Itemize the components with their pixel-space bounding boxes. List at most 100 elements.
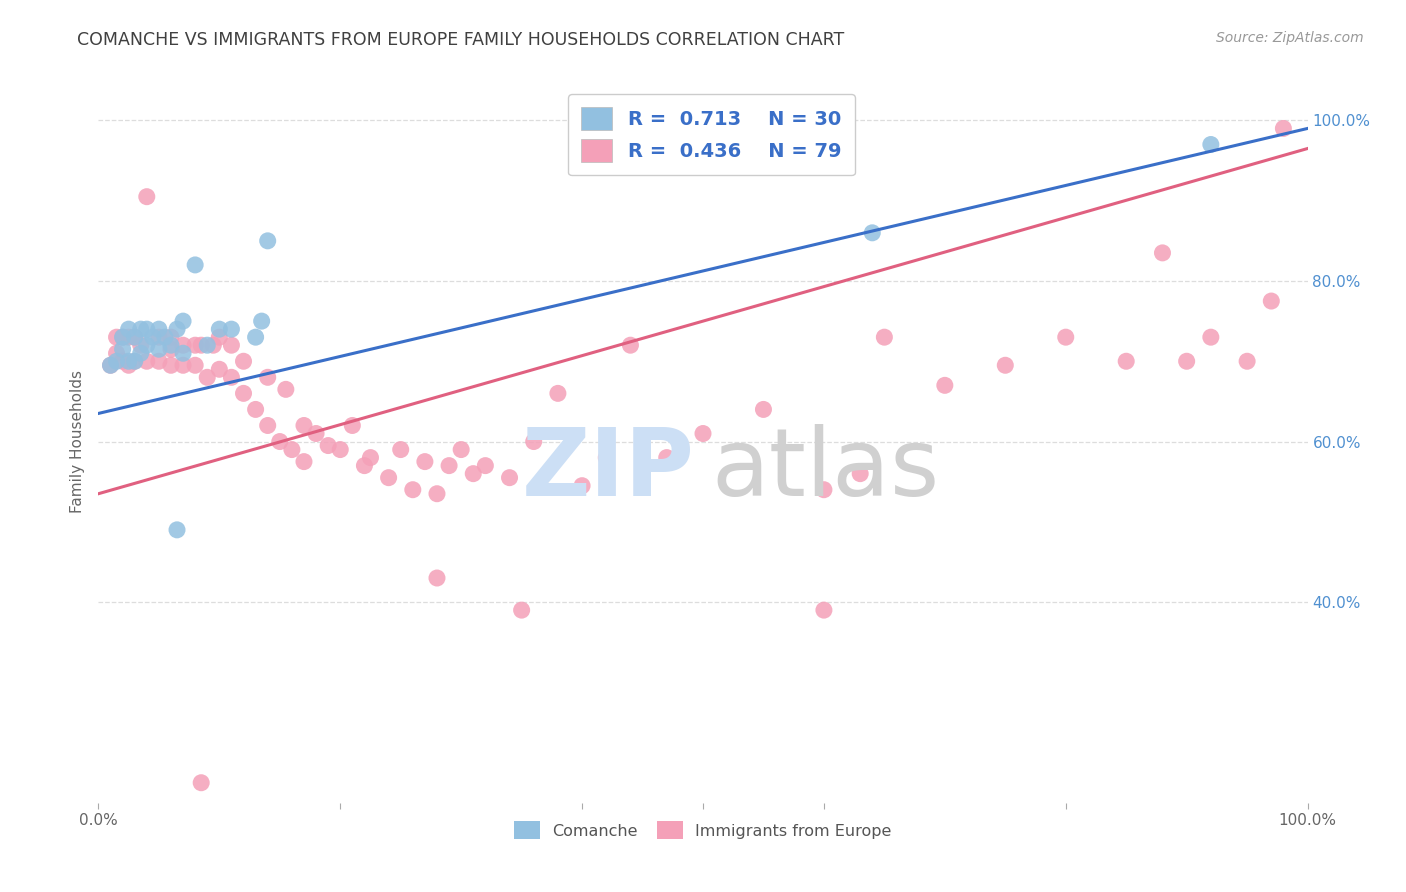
Point [1199,137,1222,152]
Point [547,386,569,401]
Point [934,378,956,392]
Point [274,382,297,396]
Point [160,358,183,372]
Point [111,330,134,344]
Point [692,426,714,441]
Point [153,330,176,344]
Point [250,314,273,328]
Point [184,338,207,352]
Point [619,338,641,352]
Point [160,338,183,352]
Point [849,467,872,481]
Point [148,322,170,336]
Point [1115,354,1137,368]
Point [129,338,152,352]
Point [111,330,134,344]
Point [100,358,122,372]
Point [118,330,141,344]
Point [135,189,157,203]
Point [1175,354,1198,368]
Point [305,426,328,441]
Point [1199,330,1222,344]
Point [135,354,157,368]
Point [129,346,152,360]
Point [105,346,128,360]
Point [124,330,146,344]
Point [292,418,315,433]
Point [208,322,231,336]
Point [1260,293,1282,308]
Point [148,354,170,368]
Point [221,370,243,384]
Point [172,346,194,360]
Point [860,226,883,240]
Point [426,571,449,585]
Point [172,314,194,328]
Point [221,322,243,336]
Point [523,434,546,449]
Point [111,342,134,356]
Point [195,370,218,384]
Point [105,354,128,368]
Point [118,322,141,336]
Point [166,322,188,336]
Point [510,603,533,617]
Point [463,467,485,481]
Point [389,442,412,457]
Point [184,358,207,372]
Point [256,234,278,248]
Point [1054,330,1077,344]
Point [342,418,364,433]
Point [450,442,472,457]
Point [426,486,449,500]
Point [360,450,382,465]
Point [595,450,617,465]
Point [329,442,352,457]
Point [124,330,146,344]
Text: atlas: atlas [711,425,939,516]
Y-axis label: Family Households: Family Households [70,370,86,513]
Point [166,523,188,537]
Point [202,338,225,352]
Point [474,458,496,473]
Point [498,470,520,484]
Point [994,358,1017,372]
Point [281,442,304,457]
Point [208,330,231,344]
Point [124,354,146,368]
Point [105,330,128,344]
Point [752,402,775,417]
Point [232,354,254,368]
Point [873,330,896,344]
Point [118,358,141,372]
Point [1272,121,1295,136]
Point [813,603,835,617]
Point [190,776,212,790]
Point [124,354,146,368]
Point [377,470,399,484]
Point [292,454,315,469]
Point [437,458,460,473]
Point [402,483,425,497]
Point [655,450,678,465]
Point [172,358,194,372]
Point [245,402,267,417]
Point [111,354,134,368]
Point [1236,354,1258,368]
Point [1152,245,1174,260]
Point [195,338,218,352]
Point [100,358,122,372]
Legend: Comanche, Immigrants from Europe: Comanche, Immigrants from Europe [505,812,901,849]
Point [135,338,157,352]
Point [256,370,278,384]
Text: Source: ZipAtlas.com: Source: ZipAtlas.com [1216,31,1364,45]
Point [316,438,339,452]
Point [208,362,231,376]
Point [245,330,267,344]
Point [353,458,375,473]
Point [118,354,141,368]
Text: ZIP: ZIP [522,425,695,516]
Text: COMANCHE VS IMMIGRANTS FROM EUROPE FAMILY HOUSEHOLDS CORRELATION CHART: COMANCHE VS IMMIGRANTS FROM EUROPE FAMIL… [77,31,845,49]
Point [571,478,593,492]
Point [190,338,212,352]
